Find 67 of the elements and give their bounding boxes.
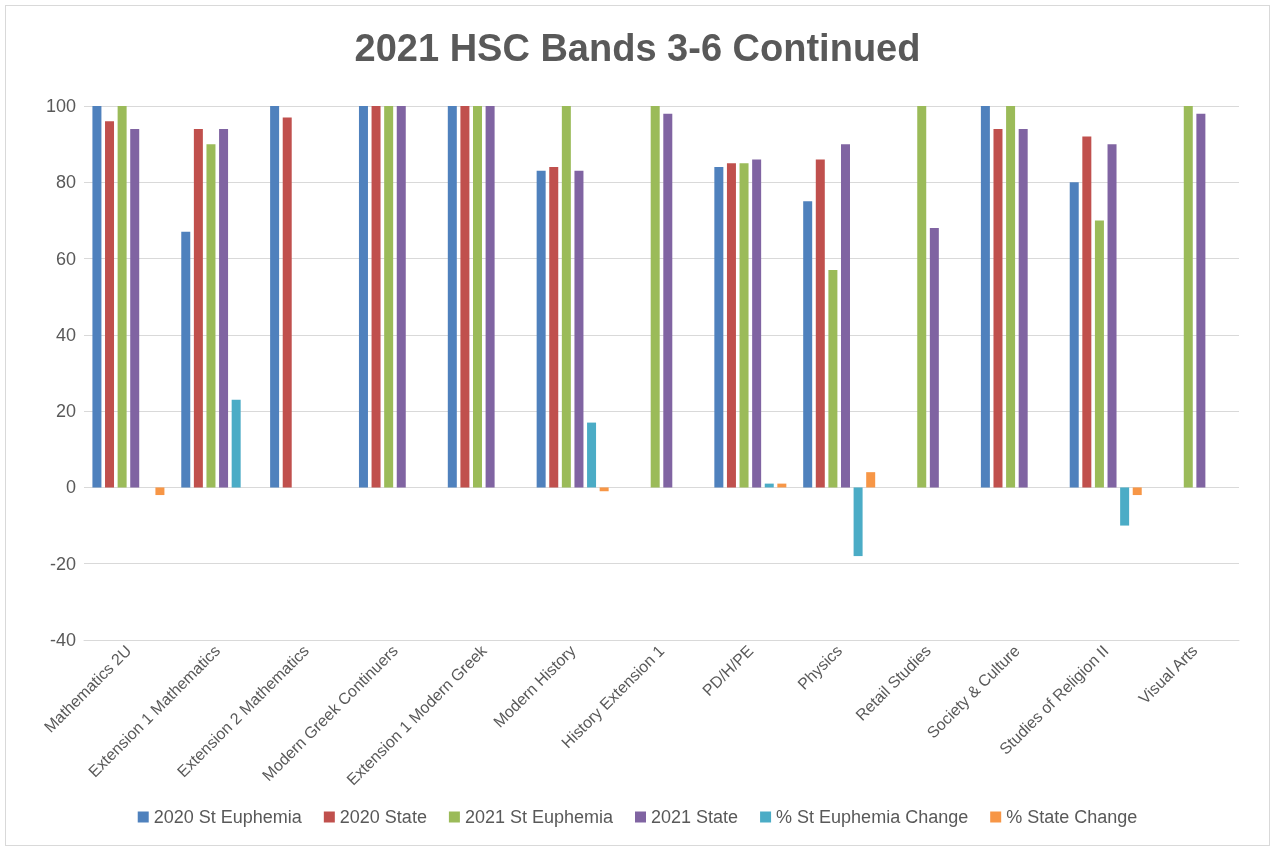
y-tick-label: 80 <box>55 172 76 193</box>
bar <box>206 144 216 488</box>
y-tick-label: 0 <box>65 477 76 498</box>
bar <box>1183 106 1193 488</box>
bar <box>739 163 749 488</box>
legend-label: 2020 State <box>339 807 427 827</box>
chart-title: 2021 HSC Bands 3-6 Continued <box>354 27 921 69</box>
bar <box>840 144 850 488</box>
bar <box>917 106 927 488</box>
bar <box>1196 113 1206 488</box>
bar <box>270 106 280 488</box>
bar <box>1018 128 1028 488</box>
y-tick-label: 40 <box>55 324 76 345</box>
bar <box>371 106 381 488</box>
y-tick-label: 100 <box>45 96 76 116</box>
y-tick-label: -40 <box>49 630 76 650</box>
bar <box>447 106 457 488</box>
bar <box>714 167 724 488</box>
y-tick-label: 20 <box>55 401 76 422</box>
bar <box>384 106 394 488</box>
bar <box>130 128 140 488</box>
bar <box>117 106 127 488</box>
bar <box>219 128 229 488</box>
bar <box>181 231 191 488</box>
bar <box>105 121 115 488</box>
bar <box>815 159 825 488</box>
bar <box>726 163 736 488</box>
bar <box>866 472 876 488</box>
legend-label: 2020 St Euphemia <box>153 807 303 827</box>
bar <box>1082 136 1092 488</box>
bar <box>752 159 762 488</box>
bar <box>1069 182 1079 488</box>
bar <box>574 170 584 488</box>
bar <box>231 399 241 488</box>
bar <box>650 106 660 488</box>
bar <box>396 106 406 488</box>
y-tick-label: -20 <box>49 553 76 574</box>
bar <box>599 487 609 492</box>
bar <box>1107 144 1117 488</box>
bar <box>663 113 673 488</box>
legend-label: % State Change <box>1006 807 1138 827</box>
bar <box>1132 487 1142 496</box>
bar <box>549 167 559 488</box>
bar <box>193 128 203 488</box>
bar <box>803 201 813 488</box>
legend-label: 2021 St Euphemia <box>464 807 614 827</box>
bar <box>282 117 292 488</box>
bar <box>993 128 1003 488</box>
bar <box>473 106 483 488</box>
bar <box>561 106 571 488</box>
bar <box>536 170 546 488</box>
bar <box>1006 106 1016 488</box>
bar <box>1094 220 1104 488</box>
legend-label: % St Euphemia Change <box>776 807 969 827</box>
y-tick-label: 60 <box>55 248 76 269</box>
bar <box>853 487 863 557</box>
bar <box>485 106 495 488</box>
bar <box>587 422 597 488</box>
bar <box>155 487 165 496</box>
bar <box>460 106 470 488</box>
legend-label: 2021 State <box>651 807 739 827</box>
bar <box>929 228 939 488</box>
bar <box>92 106 102 488</box>
bar <box>980 106 990 488</box>
bar <box>1120 487 1130 526</box>
bar <box>358 106 368 488</box>
bar <box>828 270 838 488</box>
